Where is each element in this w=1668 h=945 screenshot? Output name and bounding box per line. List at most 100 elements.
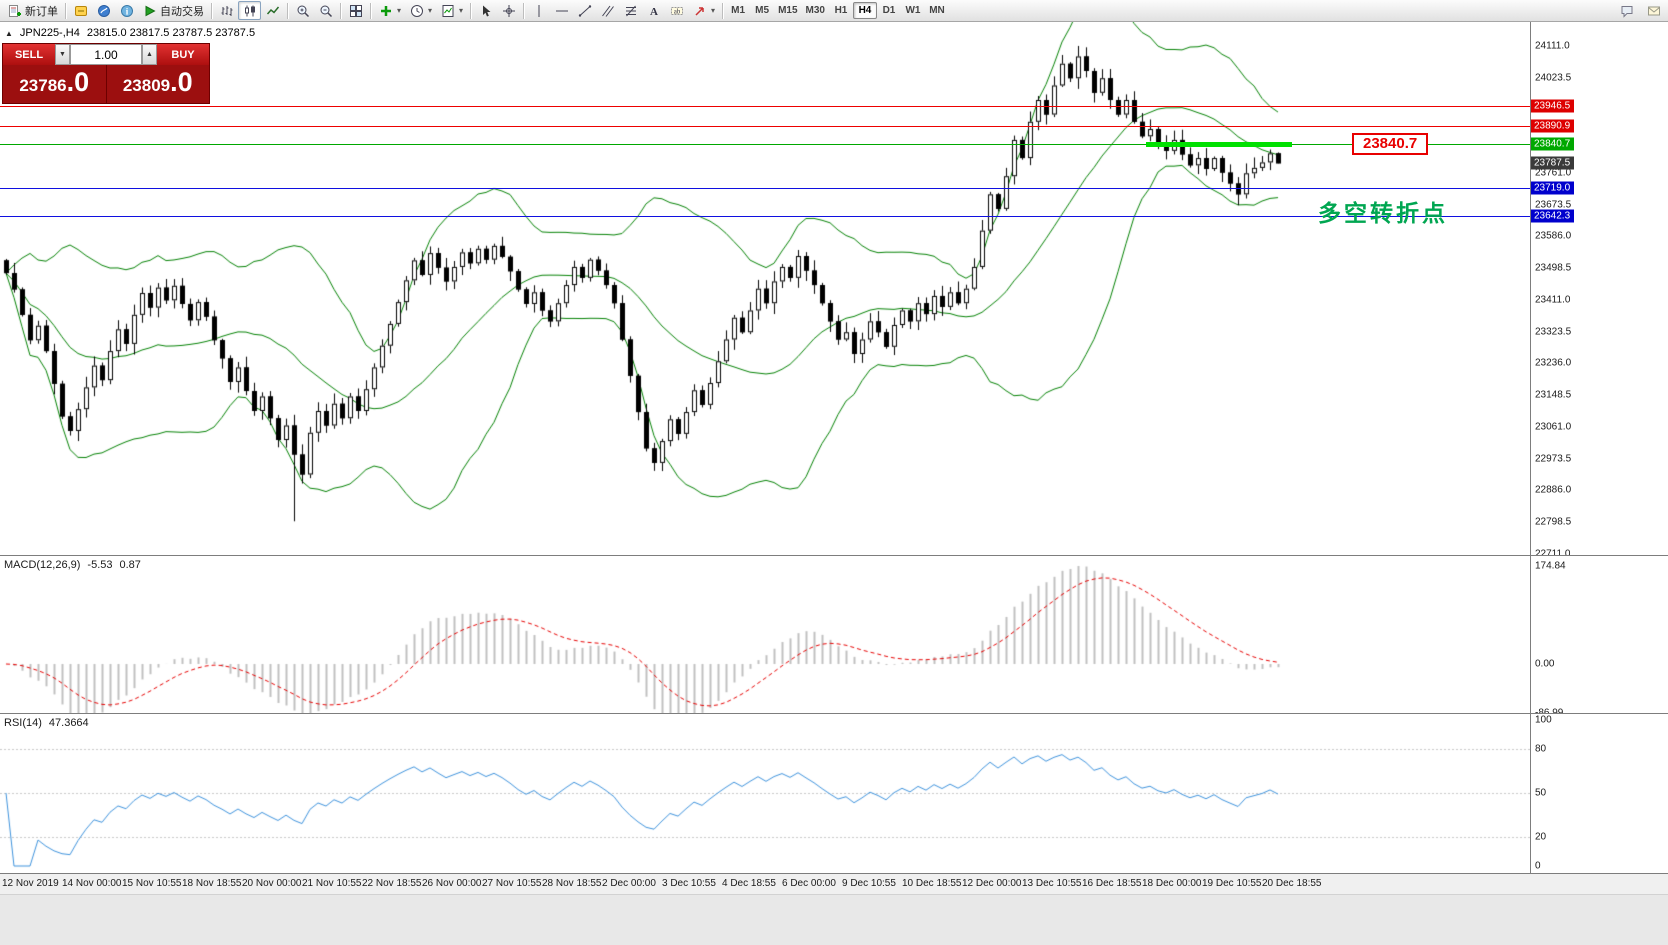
turning-point-label[interactable]: 多空转折点 <box>1318 200 1448 226</box>
macd-canvas[interactable] <box>0 556 1530 713</box>
bar-chart-icon <box>219 3 234 18</box>
macd-axis-label: -86.99 <box>1535 707 1564 714</box>
rsi-axis-label: 50 <box>1535 787 1547 799</box>
zoom-in-button[interactable] <box>291 1 314 20</box>
key-level-highlight[interactable] <box>1146 141 1292 147</box>
volume-decrease-button[interactable]: ▼ <box>55 44 70 65</box>
mailbox-button[interactable] <box>1642 1 1665 20</box>
metaeditor-button[interactable] <box>69 1 92 20</box>
candlestick-chart-button[interactable] <box>238 1 261 20</box>
macd-value: -5.53 <box>87 559 113 571</box>
vertical-line-button[interactable] <box>527 1 550 20</box>
symbol-ohlc: 23815.0 23817.5 23787.5 23787.5 <box>86 27 256 39</box>
crosshair-button[interactable] <box>497 1 520 20</box>
time-axis-label: 18 Dec 00:00 <box>1142 878 1202 889</box>
new-order-button[interactable]: 新订单 <box>3 1 62 20</box>
price-axis-label: 24023.5 <box>1535 72 1572 84</box>
sell-price-int: 23786 <box>19 76 67 95</box>
support-line-2[interactable] <box>0 216 1530 218</box>
toolbar-separator <box>470 2 472 19</box>
time-axis-label: 20 Dec 18:55 <box>1262 878 1322 889</box>
toolbar-right-group <box>1615 1 1665 20</box>
volume-increase-button[interactable]: ▲ <box>142 44 157 65</box>
line-chart-button[interactable] <box>261 1 284 20</box>
zoom-out-button[interactable] <box>314 1 337 20</box>
volume-input[interactable] <box>70 44 142 65</box>
sell-price[interactable]: 23786.0 <box>3 65 107 103</box>
time-axis-label: 4 Dec 18:55 <box>722 878 776 889</box>
crosshair-icon <box>501 3 516 18</box>
support-line-1[interactable] <box>0 188 1530 190</box>
periods-button[interactable] <box>405 1 436 20</box>
svg-text:ab: ab <box>673 7 680 15</box>
macd-axis: 174.84 0.00 -86.99 <box>1530 556 1668 713</box>
templates-button[interactable] <box>436 1 467 20</box>
macd-title: MACD(12,26,9) <box>4 559 81 571</box>
resistance-line-1[interactable] <box>0 105 1530 107</box>
channel-button[interactable] <box>596 1 619 20</box>
key-level-line[interactable] <box>0 144 1530 146</box>
price-chart-canvas[interactable] <box>0 22 1530 555</box>
price-axis-label: 22711.0 <box>1535 548 1571 556</box>
timeframe-button-m30[interactable]: M30 <box>805 5 825 16</box>
autotrading-button[interactable]: 自动交易 <box>138 1 208 20</box>
price-axis-label: 22798.5 <box>1535 516 1572 528</box>
price-axis-label: 23148.5 <box>1535 389 1572 401</box>
one-click-top-row: SELL ▼ ▲ BUY <box>3 44 209 65</box>
indicators-button[interactable] <box>374 1 405 20</box>
buy-button[interactable]: BUY <box>157 44 209 65</box>
timeframe-button-m1[interactable]: M1 <box>731 5 746 16</box>
price-axis-label: 23586.0 <box>1535 230 1572 242</box>
sell-button[interactable]: SELL <box>3 44 55 65</box>
community-chat-button[interactable] <box>1615 1 1638 20</box>
buy-price[interactable]: 23809.0 <box>107 65 210 103</box>
toolbar-separator <box>211 2 212 19</box>
timeframe-button-h4[interactable]: H4 <box>852 2 877 19</box>
price-callout[interactable]: 23840.7 <box>1352 133 1429 155</box>
clock-icon <box>409 3 424 18</box>
time-axis-label: 20 Nov 00:00 <box>242 878 302 889</box>
sell-price-dec: .0 <box>66 67 90 97</box>
new-order-icon <box>7 3 22 18</box>
rsi-canvas[interactable] <box>0 714 1530 873</box>
time-axis-label: 2 Dec 00:00 <box>602 878 656 889</box>
trendline-button[interactable] <box>573 1 596 20</box>
time-axis-label: 28 Nov 18:55 <box>542 878 602 889</box>
cursor-button[interactable] <box>474 1 497 20</box>
chat-icon <box>1619 3 1634 18</box>
price-axis-label: 23498.5 <box>1535 262 1572 274</box>
one-click-prices: 23786.0 23809.0 <box>3 65 209 103</box>
help-button[interactable]: i <box>115 1 138 20</box>
timeframe-button-m15[interactable]: M15 <box>778 5 798 16</box>
arrow-object-icon <box>692 3 707 18</box>
svg-text:A: A <box>650 6 658 18</box>
timeframe-button-d1[interactable]: D1 <box>882 5 896 16</box>
time-axis-label: 19 Dec 10:55 <box>1202 878 1262 889</box>
resistance-line-2[interactable] <box>0 125 1530 127</box>
timeframe-button-mn[interactable]: MN <box>929 5 945 16</box>
timeframe-button-h1[interactable]: H1 <box>834 5 848 16</box>
new-order-button-label: 新订单 <box>25 5 58 18</box>
price-badge: 23719.0 <box>1531 181 1575 195</box>
text-button[interactable]: A <box>642 1 665 20</box>
time-axis-label: 22 Nov 18:55 <box>362 878 422 889</box>
fibonacci-button[interactable] <box>619 1 642 20</box>
bar-chart-button[interactable] <box>215 1 238 20</box>
time-axis-label: 10 Dec 18:55 <box>902 878 962 889</box>
buy-price-dec: .0 <box>170 67 193 97</box>
price-pane: 24111.0 24023.5 23761.0 23673.5 23586.0 23498… <box>0 22 1668 556</box>
template-icon <box>440 3 455 18</box>
tile-windows-button[interactable] <box>344 1 367 20</box>
timeframe-button-m5[interactable]: M5 <box>755 5 770 16</box>
text-label-button[interactable]: ab <box>665 1 688 20</box>
tile-windows-icon <box>348 3 363 18</box>
bottom-strip <box>0 894 1668 945</box>
arrows-button[interactable] <box>688 1 719 20</box>
market-watch-button[interactable] <box>92 1 115 20</box>
horizontal-line-button[interactable] <box>550 1 573 20</box>
time-axis-label: 6 Dec 00:00 <box>782 878 836 889</box>
time-axis-label: 26 Nov 00:00 <box>422 878 482 889</box>
collapse-panel-icon[interactable]: ▲ <box>5 28 13 38</box>
timeframe-button-w1[interactable]: W1 <box>905 5 921 16</box>
